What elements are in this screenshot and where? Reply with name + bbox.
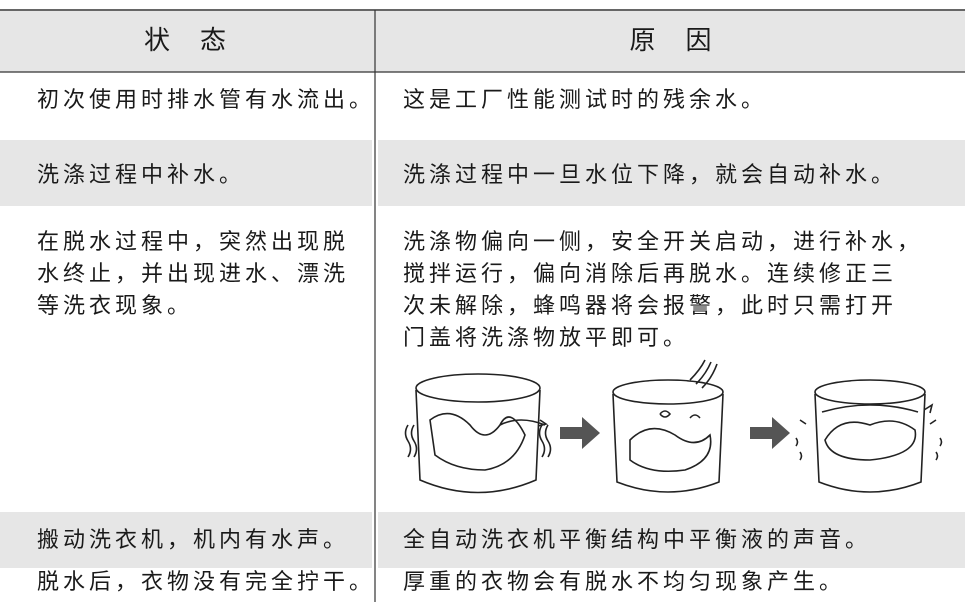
cause-text: 厚重的衣物会有脱水不均匀现象产生。 (403, 570, 846, 595)
status-text: 洗涤过程中补水。 (37, 163, 246, 188)
cause-text: 洗涤过程中一旦水位下降，就会自动补水。 (403, 163, 898, 188)
cause-text: 这是工厂性能测试时的残余水。 (403, 88, 768, 113)
status-text: 水终止，并出现进水、漂洗 (37, 262, 350, 287)
tub-level (795, 379, 943, 493)
status-text: 等洗衣现象。 (37, 294, 194, 319)
status-text: 初次使用时排水管有水流出。 (37, 88, 376, 113)
illustration (404, 359, 943, 494)
header-band (0, 11, 965, 72)
cause-text: 全自动洗衣机平衡结构中平衡液的声音。 (403, 528, 872, 553)
status-text: 在脱水过程中，突然出现脱 (37, 230, 350, 255)
cause-text: 次未解除，蜂鸣器将会报警，此时只需打开 (403, 294, 898, 319)
arrow (560, 417, 600, 449)
cause-text: 洗涤物偏向一侧，安全开关启动，进行补水， (403, 230, 924, 255)
arrow (750, 417, 790, 449)
header-cell: 原 因 (629, 26, 714, 56)
status-text: 脱水后，衣物没有完全拧干。 (37, 570, 376, 595)
row-band (0, 140, 372, 206)
tub-tilted (404, 373, 552, 494)
status-text: 搬动洗衣机，机内有水声。 (37, 528, 350, 553)
row-band (0, 512, 372, 568)
header-cell: 状 态 (143, 26, 228, 56)
tub-refill (612, 359, 724, 493)
row-band (378, 512, 965, 568)
row-band (378, 140, 965, 206)
cause-text: 搅拌运行，偏向消除后再脱水。连续修正三 (403, 262, 898, 287)
cause-text: 门盖将洗涤物放平即可。 (403, 326, 690, 351)
